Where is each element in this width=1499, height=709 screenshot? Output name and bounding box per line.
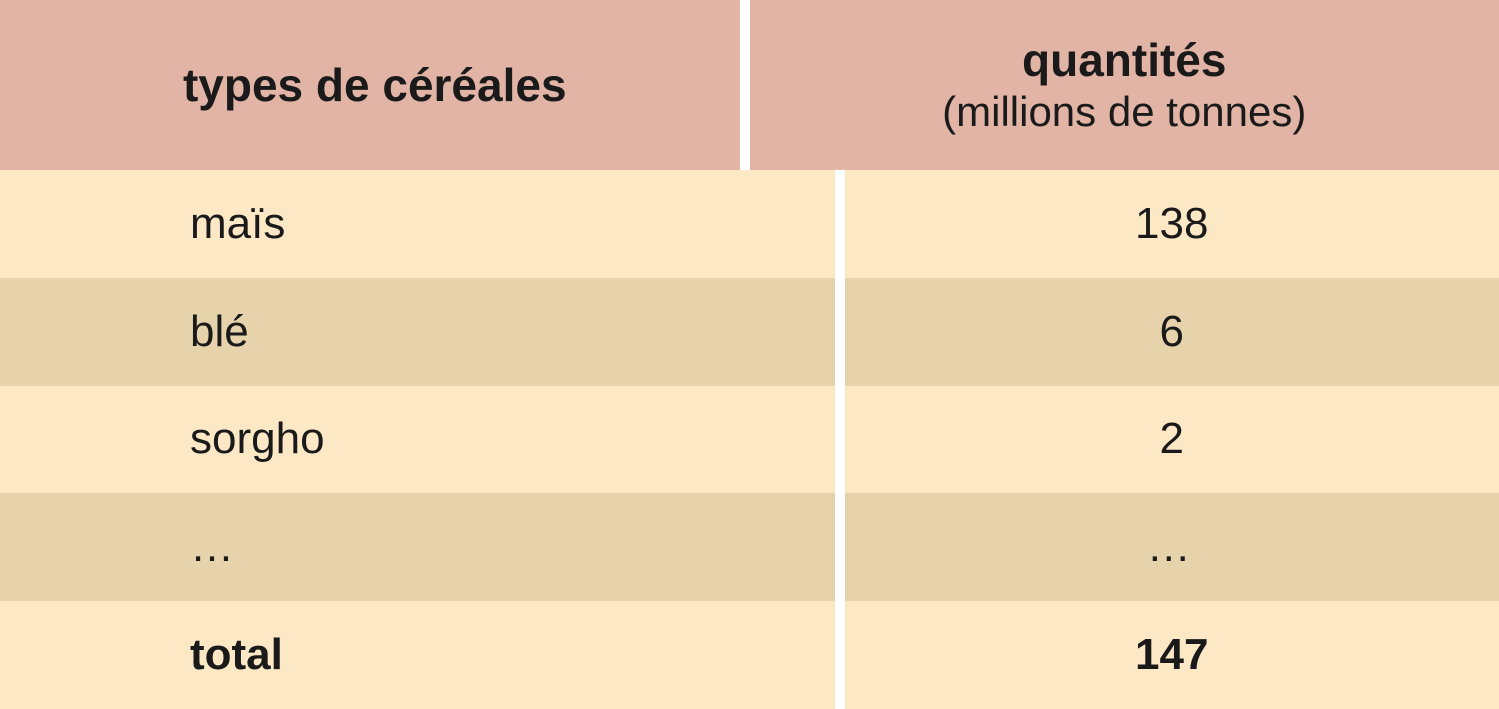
row-value-cell: 138 [845, 170, 1499, 278]
header-cell-types: types de céréales [0, 0, 750, 170]
header-types-main: types de céréales [183, 60, 567, 111]
row-label-cell: sorgho [0, 386, 845, 494]
row-value-cell: 6 [845, 278, 1499, 386]
table-row-ellipsis: … … [0, 493, 1499, 601]
total-value: 147 [1135, 630, 1208, 680]
header-quantities-main: quantités [1022, 35, 1226, 86]
row-label-cell: blé [0, 278, 845, 386]
header-cell-quantities: quantités (millions de tonnes) [750, 0, 1499, 170]
table-row: blé 6 [0, 278, 1499, 386]
row-label-cell: maïs [0, 170, 845, 278]
row-label-cell: … [0, 493, 845, 601]
row-label: … [190, 522, 240, 572]
row-value-cell: 2 [845, 386, 1499, 494]
total-value-cell: 147 [845, 601, 1499, 709]
row-label: maïs [190, 199, 285, 249]
row-label: blé [190, 307, 249, 357]
table-row: sorgho 2 [0, 386, 1499, 494]
row-value-cell: … [845, 493, 1499, 601]
cereals-table: types de céréales quantités (millions de… [0, 0, 1499, 709]
table-header-row: types de céréales quantités (millions de… [0, 0, 1499, 170]
table-total-row: total 147 [0, 601, 1499, 709]
row-value: 138 [1135, 199, 1208, 249]
total-label: total [190, 630, 283, 680]
row-value: … [1147, 522, 1197, 572]
row-label: sorgho [190, 414, 325, 464]
total-label-cell: total [0, 601, 845, 709]
table-row: maïs 138 [0, 170, 1499, 278]
row-value: 6 [1160, 307, 1184, 357]
header-quantities-sub: (millions de tonnes) [942, 89, 1306, 135]
row-value: 2 [1160, 414, 1184, 464]
